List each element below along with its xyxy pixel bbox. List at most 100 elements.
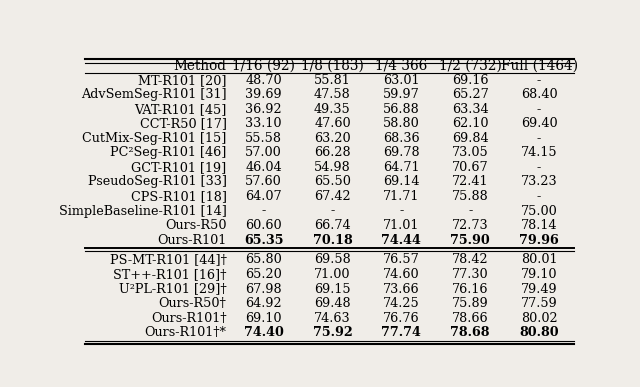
Text: Ours-R50†: Ours-R50† (159, 297, 227, 310)
Text: PC²Seg-R101 [46]: PC²Seg-R101 [46] (110, 146, 227, 159)
Text: 71.00: 71.00 (314, 268, 351, 281)
Text: 74.60: 74.60 (383, 268, 420, 281)
Text: 80.01: 80.01 (521, 253, 557, 267)
Text: -: - (399, 204, 403, 217)
Text: 80.80: 80.80 (519, 326, 559, 339)
Text: -: - (261, 204, 266, 217)
Text: 36.92: 36.92 (245, 103, 282, 116)
Text: 55.81: 55.81 (314, 74, 351, 87)
Text: 76.16: 76.16 (452, 283, 488, 296)
Text: 69.84: 69.84 (452, 132, 488, 145)
Text: CutMix-Seg-R101 [15]: CutMix-Seg-R101 [15] (82, 132, 227, 145)
Text: AdvSemSeg-R101 [31]: AdvSemSeg-R101 [31] (81, 88, 227, 101)
Text: 75.92: 75.92 (312, 326, 352, 339)
Text: 63.20: 63.20 (314, 132, 351, 145)
Text: 65.50: 65.50 (314, 175, 351, 188)
Text: 60.60: 60.60 (245, 219, 282, 232)
Text: 80.02: 80.02 (521, 312, 557, 325)
Text: 1/4 366: 1/4 366 (375, 58, 428, 73)
Text: 69.14: 69.14 (383, 175, 420, 188)
Text: 48.70: 48.70 (245, 74, 282, 87)
Text: ST++-R101 [16]†: ST++-R101 [16]† (113, 268, 227, 281)
Text: -: - (537, 74, 541, 87)
Text: Ours-R50: Ours-R50 (165, 219, 227, 232)
Text: 68.36: 68.36 (383, 132, 420, 145)
Text: 63.01: 63.01 (383, 74, 420, 87)
Text: 79.49: 79.49 (521, 283, 557, 296)
Text: GCT-R101 [19]: GCT-R101 [19] (131, 161, 227, 174)
Text: 74.44: 74.44 (381, 234, 421, 247)
Text: 49.35: 49.35 (314, 103, 351, 116)
Text: -: - (330, 204, 335, 217)
Text: 74.25: 74.25 (383, 297, 420, 310)
Text: 75.88: 75.88 (452, 190, 488, 203)
Text: 68.40: 68.40 (521, 88, 557, 101)
Text: 79.10: 79.10 (521, 268, 557, 281)
Text: 1/16 (92): 1/16 (92) (232, 58, 295, 73)
Text: 78.68: 78.68 (451, 326, 490, 339)
Text: 1/2 (732): 1/2 (732) (439, 58, 502, 73)
Text: 47.58: 47.58 (314, 88, 351, 101)
Text: Method: Method (173, 58, 227, 73)
Text: 78.66: 78.66 (452, 312, 488, 325)
Text: 54.98: 54.98 (314, 161, 351, 174)
Text: 73.23: 73.23 (521, 175, 557, 188)
Text: SimpleBaseline-R101 [14]: SimpleBaseline-R101 [14] (59, 204, 227, 217)
Text: 57.60: 57.60 (245, 175, 282, 188)
Text: -: - (537, 132, 541, 145)
Text: 65.20: 65.20 (245, 268, 282, 281)
Text: 73.66: 73.66 (383, 283, 420, 296)
Text: 65.80: 65.80 (245, 253, 282, 267)
Text: 74.40: 74.40 (244, 326, 284, 339)
Text: 70.18: 70.18 (312, 234, 352, 247)
Text: 67.42: 67.42 (314, 190, 351, 203)
Text: 71.71: 71.71 (383, 190, 419, 203)
Text: 69.10: 69.10 (245, 312, 282, 325)
Text: Full (1464): Full (1464) (500, 58, 578, 73)
Text: 77.74: 77.74 (381, 326, 421, 339)
Text: 63.34: 63.34 (452, 103, 488, 116)
Text: 59.97: 59.97 (383, 88, 420, 101)
Text: -: - (537, 103, 541, 116)
Text: PS-MT-R101 [44]†: PS-MT-R101 [44]† (109, 253, 227, 267)
Text: Ours-R101: Ours-R101 (157, 234, 227, 247)
Text: U²PL-R101 [29]†: U²PL-R101 [29]† (119, 283, 227, 296)
Text: 69.48: 69.48 (314, 297, 351, 310)
Text: 62.10: 62.10 (452, 117, 488, 130)
Text: 65.27: 65.27 (452, 88, 488, 101)
Text: 76.57: 76.57 (383, 253, 420, 267)
Text: -: - (468, 204, 472, 217)
Text: 72.41: 72.41 (452, 175, 488, 188)
Text: 65.35: 65.35 (244, 234, 284, 247)
Text: 56.88: 56.88 (383, 103, 420, 116)
Text: 66.74: 66.74 (314, 219, 351, 232)
Text: 76.76: 76.76 (383, 312, 420, 325)
Text: 74.63: 74.63 (314, 312, 351, 325)
Text: VAT-R101 [45]: VAT-R101 [45] (134, 103, 227, 116)
Text: 75.89: 75.89 (452, 297, 488, 310)
Text: -: - (537, 190, 541, 203)
Text: MT-R101 [20]: MT-R101 [20] (138, 74, 227, 87)
Text: 71.01: 71.01 (383, 219, 419, 232)
Text: 78.14: 78.14 (521, 219, 557, 232)
Text: 33.10: 33.10 (245, 117, 282, 130)
Text: 64.07: 64.07 (245, 190, 282, 203)
Text: 69.16: 69.16 (452, 74, 488, 87)
Text: 66.28: 66.28 (314, 146, 351, 159)
Text: Ours-R101†: Ours-R101† (151, 312, 227, 325)
Text: 75.00: 75.00 (521, 204, 557, 217)
Text: 69.78: 69.78 (383, 146, 420, 159)
Text: 58.80: 58.80 (383, 117, 420, 130)
Text: Ours-R101†*: Ours-R101†* (145, 326, 227, 339)
Text: 57.00: 57.00 (245, 146, 282, 159)
Text: 74.15: 74.15 (521, 146, 557, 159)
Text: 69.15: 69.15 (314, 283, 351, 296)
Text: 70.67: 70.67 (452, 161, 488, 174)
Text: -: - (537, 161, 541, 174)
Text: 73.05: 73.05 (452, 146, 488, 159)
Text: 79.96: 79.96 (519, 234, 559, 247)
Text: 69.58: 69.58 (314, 253, 351, 267)
Text: 67.98: 67.98 (245, 283, 282, 296)
Text: 55.58: 55.58 (245, 132, 282, 145)
Text: 77.30: 77.30 (452, 268, 488, 281)
